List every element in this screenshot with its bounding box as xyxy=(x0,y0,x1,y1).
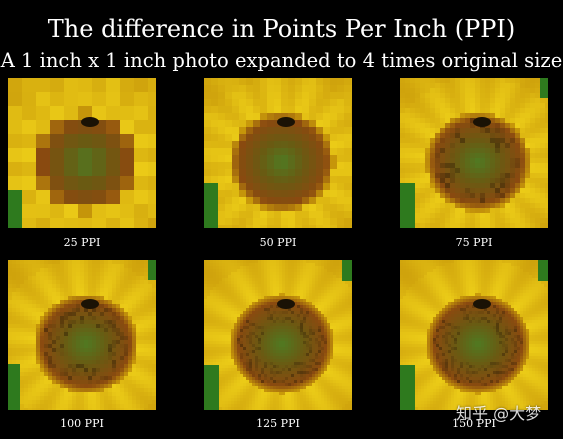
sunflower-panel-150 xyxy=(400,260,548,410)
panel-label-125: 125 PPI xyxy=(256,417,300,430)
bee-icon xyxy=(277,117,295,127)
sunflower-panel-100 xyxy=(8,260,156,410)
bee-icon xyxy=(277,299,295,309)
bee-icon xyxy=(473,299,491,309)
bee-icon xyxy=(473,117,491,127)
bee-icon xyxy=(81,117,99,127)
page-subtitle: A 1 inch x 1 inch photo expanded to 4 ti… xyxy=(0,49,563,72)
sunflower-panel-25 xyxy=(8,78,156,228)
panel-label-25: 25 PPI xyxy=(63,236,101,249)
sunflower-panel-50 xyxy=(204,78,352,228)
panel-label-100: 100 PPI xyxy=(60,417,104,430)
sunflower-panel-75 xyxy=(400,78,548,228)
page-title: The difference in Points Per Inch (PPI) xyxy=(47,15,516,43)
sunflower-image-75 xyxy=(400,78,548,228)
watermark: 知乎 @大梦 xyxy=(456,404,542,423)
sunflower-image-50 xyxy=(204,78,352,228)
bee-icon xyxy=(81,299,99,309)
sunflower-panel-125 xyxy=(204,260,352,410)
panel-label-50: 50 PPI xyxy=(259,236,297,249)
panel-label-75: 75 PPI xyxy=(455,236,493,249)
sunflower-image-25 xyxy=(8,78,156,228)
sunflower-image-150 xyxy=(400,260,548,410)
sunflower-image-125 xyxy=(204,260,352,410)
sunflower-image-100 xyxy=(8,260,156,410)
panel-label-150: 150 PPI xyxy=(452,417,496,430)
